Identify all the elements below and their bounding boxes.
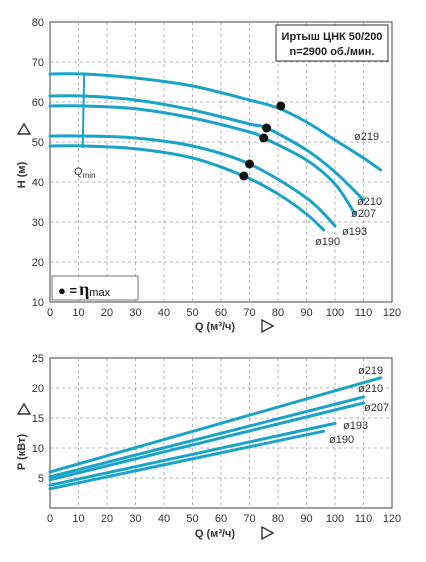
head-curves	[48, 72, 383, 232]
head-chart-y-ticks: 10 20 30 40 50 60 70 80	[32, 17, 44, 309]
head-y-tick-label: 50	[32, 137, 44, 149]
power-x-tick-label: 0	[47, 513, 53, 525]
qmin-label: Qmin	[74, 166, 95, 180]
power-label-d193: ø193	[343, 420, 368, 432]
power-chart: 0 10 20 30 40 50 60 70 80 90 100 110 120 5 10 15 20 25 ø…	[16, 353, 401, 541]
eta-max-point-d210	[262, 123, 272, 133]
power-chart-x-ticks: 0 10 20 30 40 50 60 70 80 90 100 110 120	[47, 513, 401, 525]
head-label-d193: ø193	[342, 226, 367, 238]
power-x-axis-title: Q (м³/ч)	[195, 528, 236, 540]
head-x-tick-label: 50	[186, 307, 198, 319]
head-y-axis-title: H (м)	[16, 161, 28, 188]
eta-max-point-d219	[276, 101, 286, 111]
power-x-tick-label: 70	[243, 513, 255, 525]
head-chart-grid	[50, 22, 392, 302]
head-curve-d207	[48, 104, 357, 216]
power-x-tick-label: 60	[215, 513, 227, 525]
power-x-tick-label: 80	[272, 513, 284, 525]
eta-max-point-d207	[259, 133, 269, 143]
power-y-tick-label: 15	[32, 413, 44, 425]
efficiency-legend-label: ● = ηmax	[58, 279, 111, 299]
head-x-tick-label: 30	[129, 307, 141, 319]
power-x-tick-label: 30	[129, 513, 141, 525]
head-y-tick-label: 10	[32, 297, 44, 309]
power-x-tick-label: 10	[72, 513, 84, 525]
head-x-tick-label: 60	[215, 307, 227, 319]
pump-speed-subtitle: n=2900 об./мин.	[290, 46, 375, 58]
power-x-tick-label: 110	[355, 513, 373, 525]
head-y-tick-label: 40	[32, 177, 44, 189]
power-x-tick-label: 40	[158, 513, 170, 525]
efficiency-legend: ● = ηmax	[51, 275, 139, 301]
head-x-tick-label: 100	[326, 307, 344, 319]
power-curve-d190	[48, 429, 326, 491]
power-curves	[48, 376, 383, 491]
power-curve-d219	[48, 376, 383, 474]
pump-info-box-frame	[275, 24, 389, 62]
head-y-tick-label: 70	[32, 57, 44, 69]
head-x-tick-label: 20	[101, 307, 113, 319]
head-label-d207: ø207	[351, 208, 376, 220]
power-y-axis-arrow	[16, 402, 32, 415]
head-y-tick-label: 60	[32, 97, 44, 109]
head-label-d219: ø219	[354, 131, 379, 143]
head-x-axis-title: Q (м³/ч)	[195, 321, 236, 333]
head-x-tick-label: 10	[72, 307, 84, 319]
power-x-tick-label: 120	[383, 513, 401, 525]
head-y-tick-label: 80	[32, 17, 44, 29]
head-x-tick-label: 0	[47, 307, 53, 319]
power-x-tick-label: 50	[186, 513, 198, 525]
efficiency-markers	[239, 101, 286, 181]
power-curve-d193	[48, 421, 337, 487]
power-chart-y-ticks: 5 10 15 20 25	[32, 353, 44, 485]
head-x-tick-label: 120	[383, 307, 401, 319]
head-chart: 0 10 20 30 40 50 60 70 80 90 100 110 120 10203040506…	[16, 17, 401, 334]
head-curve-d210	[48, 94, 365, 202]
power-x-tick-label: 20	[101, 513, 113, 525]
power-y-tick-label: 20	[32, 383, 44, 395]
power-y-tick-label: 25	[32, 353, 44, 365]
power-x-tick-label: 90	[300, 513, 312, 525]
power-x-tick-label: 100	[326, 513, 344, 525]
power-label-d207: ø207	[364, 402, 389, 414]
head-y-axis-arrow	[16, 122, 32, 135]
power-label-d210: ø210	[358, 383, 383, 395]
head-x-axis-arrow	[261, 318, 275, 334]
power-label-d219: ø219	[358, 365, 383, 377]
head-curve-d219	[48, 72, 383, 172]
head-label-d190: ø190	[315, 236, 340, 248]
power-y-axis-title: P (кВт)	[16, 434, 28, 471]
head-curve-d190	[48, 144, 326, 232]
pump-model-title: Иртыш ЦНК 50/200	[282, 31, 383, 43]
pump-info-box: Иртыш ЦНК 50/200 n=2900 об./мин.	[275, 24, 389, 62]
power-curve-d210	[48, 395, 365, 479]
power-label-d190: ø190	[329, 434, 354, 446]
head-chart-x-ticks: 0 10 20 30 40 50 60 70 80 90 100 110 120	[47, 307, 401, 319]
head-curve-d193	[48, 134, 337, 228]
head-x-tick-label: 70	[243, 307, 255, 319]
head-x-tick-label: 90	[300, 307, 312, 319]
eta-max-point-d193	[245, 159, 254, 169]
power-curve-d207	[48, 401, 365, 482]
power-y-tick-label: 10	[32, 443, 44, 455]
head-label-d210: ø210	[357, 196, 382, 208]
head-y-tick-label: 30	[32, 217, 44, 229]
head-y-tick-label: 20	[32, 257, 44, 269]
head-x-tick-label: 40	[158, 307, 170, 319]
power-x-axis-arrow	[261, 525, 275, 541]
head-x-tick-label: 110	[355, 307, 373, 319]
head-x-tick-label: 80	[272, 307, 284, 319]
efficiency-legend-box	[51, 275, 139, 301]
power-y-tick-label: 5	[38, 473, 44, 485]
eta-max-point-d190	[239, 171, 249, 181]
